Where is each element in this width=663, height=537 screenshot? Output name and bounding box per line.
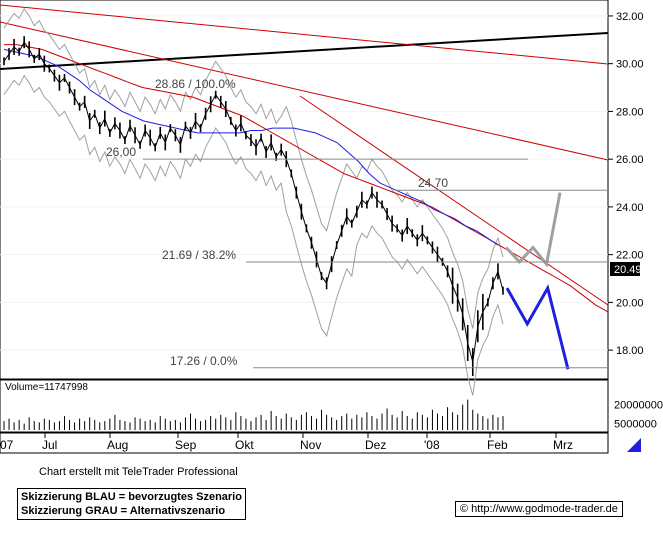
blue-moving-average	[3, 48, 499, 246]
source-url-link[interactable]: © http://www.godmode-trader.de	[455, 501, 623, 517]
price-panel-frame	[0, 0, 609, 380]
bollinger-bands	[3, 7, 504, 396]
price-tick-label: 32.00	[616, 11, 644, 23]
time-tick-label: Mrz	[553, 438, 573, 452]
red-middle-trendline	[0, 21, 609, 161]
volume-tick-label: 20000000	[614, 400, 663, 412]
last-price-marker: 20.49	[610, 262, 642, 276]
lower-band	[3, 74, 504, 396]
time-axis-band	[0, 432, 609, 454]
fib-label: 17.26 / 0.0%	[170, 354, 238, 368]
time-tick-label: '08	[424, 438, 440, 452]
time-axis: 07 Jul Aug Sep Okt Nov Dez '08 Feb Mrz	[0, 433, 573, 452]
time-tick-label: Okt	[235, 438, 254, 452]
volume-panel-frame	[0, 379, 609, 433]
grey-scenario-note: Skizzierung GRAU = Alternativszenario	[21, 505, 226, 517]
time-tick-label: Feb	[487, 438, 508, 452]
fib-label: 24.70	[418, 176, 448, 190]
volume-bars: 20000000 5000000	[3, 399, 663, 431]
time-tick-label: Dez	[365, 438, 386, 452]
volume-label: Volume=11747998	[5, 382, 88, 393]
price-tick-label: 30.00	[616, 59, 644, 71]
nav-arrow-icon[interactable]	[627, 438, 641, 452]
price-tick-label: 20.00	[616, 297, 644, 309]
time-tick-label: Nov	[300, 438, 321, 452]
price-tick-label: 26.00	[616, 154, 644, 166]
volume-tick-label: 5000000	[614, 419, 657, 431]
price-axis: 18.00 20.00 22.00 24.00 26.00 28.00 30.00 32.00	[608, 11, 644, 357]
red-upper-trendline	[0, 4, 609, 65]
black-trendline	[0, 32, 609, 70]
fib-label: 28.86 / 100.0%	[155, 77, 236, 91]
price-tick-label: 22.00	[616, 250, 644, 262]
scenario-legend: Skizzierung BLAU = bevorzugtes Szenario …	[17, 488, 246, 520]
price-line	[3, 41, 504, 363]
grid-layer	[0, 15, 608, 351]
fib-label: 26,00	[106, 145, 136, 159]
time-tick-label: Jul	[42, 438, 57, 452]
blue-scenario-path	[505, 284, 570, 370]
credit-line: Chart erstellt mit TeleTrader Profession…	[39, 466, 238, 478]
upper-band	[3, 7, 504, 329]
scenario-sketches	[504, 192, 570, 370]
time-tick-label: 07	[0, 438, 14, 452]
last-price-label: 20.49	[614, 264, 642, 276]
grey-scenario-path	[504, 192, 562, 268]
trendlines	[0, 4, 609, 306]
fib-label: 21.69 / 38.2%	[162, 248, 236, 262]
blue-scenario-note: Skizzierung BLAU = bevorzugtes Szenario	[21, 491, 242, 503]
price-tick-label: 18.00	[616, 345, 644, 357]
price-tick-label: 28.00	[616, 106, 644, 118]
price-tick-label: 24.00	[616, 202, 644, 214]
red-lower-trendline	[299, 95, 609, 306]
fib-annotations: 28.86 / 100.0% 26,00 24.70 21.69 / 38.2% 17.…	[106, 77, 608, 369]
time-tick-label: Aug	[107, 438, 128, 452]
price-series	[3, 36, 504, 377]
time-tick-label: Sep	[175, 438, 197, 452]
